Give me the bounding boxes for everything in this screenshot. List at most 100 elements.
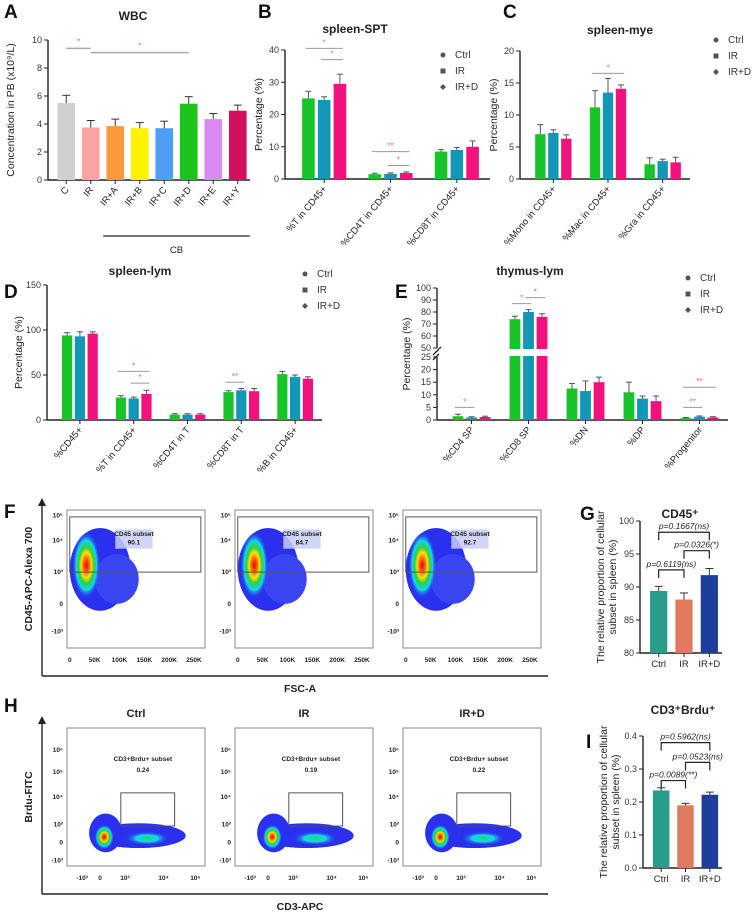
density-cloud [262,554,307,604]
significance-marker: * [397,155,400,164]
bar-ir-d [615,88,627,179]
bar-ctrl [302,98,315,179]
chart-title: spleen-mye [587,23,653,37]
bar-ir [548,132,559,179]
y-axis-label: Percentage (%) [253,78,265,151]
x-tick-label: 50K [257,657,269,664]
y-tick-label: 0.3 [624,764,637,774]
y-tick-label: 20 [504,46,514,56]
x-axis-label: CD3-APC [277,901,324,912]
significance-marker: ** [696,377,702,386]
legend-label: IR [317,285,327,296]
axis-break-gap [439,349,730,356]
y-axis-label: Percentage (%) [401,318,413,391]
category-label: %CD8T in T [205,425,247,472]
y-tick-label: 10⁴ [389,794,399,801]
y-axis-label: subset in spleen (%) [610,754,622,849]
y-axis-label: Percentage (%) [13,316,25,389]
y-tick-label: 150 [26,280,41,290]
category-label: %B in CD45+ [255,425,301,476]
y-tick-label: 90 [624,582,634,592]
y-tick-label: 0 [395,601,399,608]
y-tick-label: 50 [421,343,431,353]
y-tick-label: 10 [32,35,42,45]
chart-title: spleen-lym [109,264,172,278]
bar-ctrl [368,174,382,179]
bar-ir-e [204,119,223,180]
x-tick-label: 150K [137,657,153,664]
category-label: %Mac in CD45+ [561,184,614,244]
y-tick-label: 20 [269,110,279,120]
comparison-bracket [658,531,710,541]
y-tick-label: 15 [421,377,431,387]
category-label: IR+Y [221,184,244,208]
y-tick-label: 20 [421,365,431,375]
category-label: %Progenitor [663,425,705,472]
bar-ctrl [452,416,464,420]
y-tick-label: 0.1 [624,830,637,840]
chart-title: CD3⁺Brdu⁺ [651,703,716,717]
category-label: %T in CD45+ [94,425,139,476]
bar-ir-d [399,172,413,179]
significance-marker: * [606,63,609,72]
bar-ir [81,127,100,180]
panel-letter: I [586,732,591,753]
y-tick-label: 0.4 [624,731,637,741]
y-tick-label: 8 [37,63,42,73]
y-tick-label: 4 [37,119,42,129]
group-label: CB [170,245,183,256]
category-label: %CD4 SP [441,425,477,465]
category-label: IR [681,874,691,885]
bar-ir-d [87,333,98,420]
y-tick-label: 10³ [222,569,232,576]
gate-label: CD3+Brdu+ subset [282,756,341,763]
bar-ctrl [223,392,234,420]
y-tick-label: 10⁶ [53,747,63,754]
category-label: %CD4T in T [151,425,193,472]
gate-rectangle [405,516,538,573]
bar-ir [523,312,534,420]
axis-break-mark [432,346,442,356]
density-core [94,824,114,850]
p-value-label: p=0.0523(ns) [672,751,723,761]
category-label: %CD8 SP [498,425,534,465]
y-tick-label: 6 [37,91,42,101]
panel-letter: D [4,282,18,303]
category-label: %T in CD45+ [285,184,330,235]
bar-ctrl [589,107,601,179]
x-tick-label: 250K [186,657,202,664]
density-core [240,532,269,599]
y-tick-label: 0 [395,840,399,847]
density-band [292,831,338,846]
y-tick-label: 10⁶ [221,747,231,754]
gate-rectangle [69,516,202,573]
gate-label-box [283,529,321,549]
y-axis-label: Brdu-FITC [23,771,35,823]
bar-ir-c [155,128,174,180]
density-core [262,824,282,850]
panel-letter: F [4,502,16,523]
p-value-label: p=0.5962(ns) [659,732,710,742]
bar-ir-d [650,401,662,420]
y-axis-label: The relative proportion of cellular [595,510,607,663]
x-tick-label: 10⁴ [158,875,168,882]
significance-marker: * [138,42,141,51]
x-axis-label: FSC-A [284,683,316,695]
bar-ctrl [644,164,655,179]
x-tick-label: 10⁴ [326,875,336,882]
category-label: %CD45+ [52,425,85,462]
y-tick-label: 0 [36,415,41,425]
x-tick-label: 150K [305,657,321,664]
x-tick-label: 10³ [288,875,298,882]
bar-ir [637,398,648,420]
bar-ctrl [434,151,448,179]
gate-value: 92.7 [464,540,477,547]
y-tick-label: 85 [624,615,634,625]
y-tick-label: 70 [421,319,431,329]
category-label: %CD4T in CD45+ [339,184,396,249]
y-tick-label: 0.2 [624,797,637,807]
bar-ir [289,376,301,420]
comparison-bracket [683,550,710,559]
category-label: C [59,185,72,197]
